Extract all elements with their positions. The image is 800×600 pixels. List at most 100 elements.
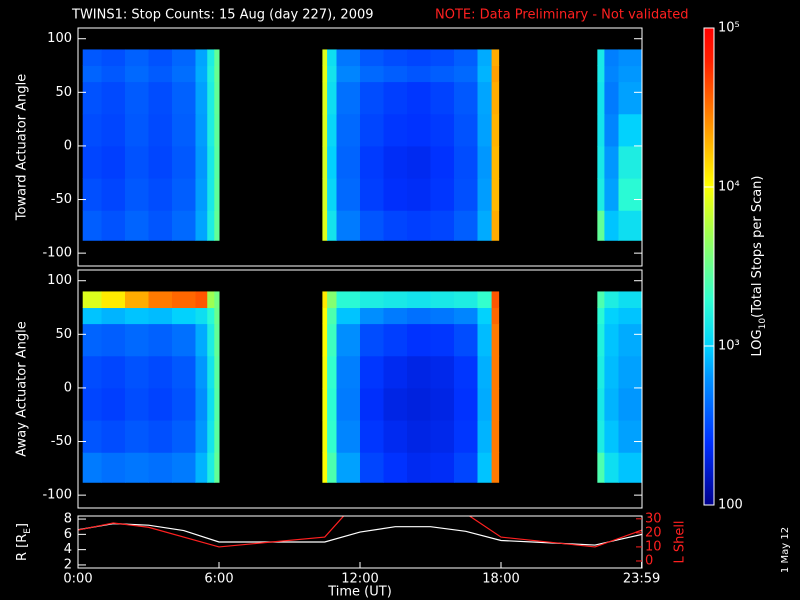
heatmap-cell xyxy=(360,307,384,325)
heatmap-cell xyxy=(618,323,642,357)
note: NOTE: Data Preliminary - Not validated xyxy=(435,8,689,23)
heatmap-cell xyxy=(207,81,215,115)
heatmap-cell xyxy=(207,113,215,147)
heatmap-cell xyxy=(360,291,384,309)
heatmap-cell xyxy=(82,49,102,67)
heatmap-cell xyxy=(430,145,455,179)
heatmap-cell xyxy=(597,452,605,483)
heatmap-cell xyxy=(125,323,149,357)
heatmap-cell xyxy=(327,387,337,421)
heatmap-cell xyxy=(454,355,478,389)
heatmap-cell xyxy=(148,49,173,67)
heatmap-cell xyxy=(477,81,493,115)
heatmap-cell xyxy=(477,113,493,147)
heatmap-cell xyxy=(327,307,337,325)
heatmap-cell xyxy=(360,323,384,357)
heatmap-cell xyxy=(430,355,455,389)
y-axis-label: R [RE] xyxy=(15,523,33,561)
heatmap-cell xyxy=(454,178,478,211)
label-part: R [R xyxy=(15,534,30,561)
heatmap-cell xyxy=(336,452,361,483)
heatmap-cell xyxy=(327,210,337,241)
heatmap-cell xyxy=(172,420,196,453)
heatmap-cell xyxy=(172,81,196,115)
line-series xyxy=(78,516,642,548)
y-tick-label: 0 xyxy=(64,380,72,395)
heatmap-cell xyxy=(195,210,208,241)
heatmap-cell xyxy=(597,81,605,115)
heatmap-cell xyxy=(125,291,149,309)
heatmap-cell xyxy=(148,210,173,241)
heatmap-cell xyxy=(195,387,208,421)
label-part: LOG xyxy=(750,329,765,356)
heatmap-cell xyxy=(336,113,361,147)
y2-tick-label: 0 xyxy=(645,553,653,568)
heatmap-cell xyxy=(207,145,215,179)
heatmap-cell xyxy=(407,291,431,309)
heatmap-cell xyxy=(125,307,149,325)
heatmap-cell xyxy=(82,145,102,179)
heatmap-cell xyxy=(618,145,642,179)
heatmap-cell xyxy=(195,65,208,83)
heatmap-cell xyxy=(597,355,605,389)
heatmap-cell xyxy=(604,113,619,147)
heatmap-cell xyxy=(336,81,361,115)
heatmap-cell xyxy=(430,178,455,211)
y-tick-label: 100 xyxy=(47,273,72,288)
heatmap-cell xyxy=(407,145,431,179)
heatmap-cell xyxy=(327,178,337,211)
heatmap-cell xyxy=(327,420,337,453)
heatmap-cell xyxy=(604,81,619,115)
heatmap-cell xyxy=(430,210,455,241)
heatmap-cell xyxy=(618,49,642,67)
heatmap-cell xyxy=(148,291,173,309)
x-tick-label: 6:00 xyxy=(204,572,233,587)
heatmap-cell xyxy=(407,81,431,115)
heatmap-cell xyxy=(454,210,478,241)
heatmap-cell xyxy=(604,210,619,241)
y-tick-label: -50 xyxy=(51,192,72,207)
heatmap-cell xyxy=(597,178,605,211)
heatmap-cell xyxy=(407,307,431,325)
heatmap-cell xyxy=(82,65,102,83)
heatmap-cell xyxy=(327,49,337,67)
heatmap-cell xyxy=(430,81,455,115)
heatmap-cell xyxy=(207,387,215,421)
heatmap-cell xyxy=(491,145,500,179)
y-tick-label: -50 xyxy=(51,434,72,449)
heatmap-cell xyxy=(336,291,361,309)
heatmap-cell xyxy=(491,355,500,389)
heatmap-cell xyxy=(360,210,384,241)
heatmap-cell xyxy=(195,113,208,147)
heatmap-cell xyxy=(82,178,102,211)
heatmap-cell xyxy=(214,387,220,421)
heatmap-cell xyxy=(383,420,408,453)
heatmap-cell xyxy=(101,145,126,179)
heatmap-cell xyxy=(172,113,196,147)
heatmap-cell xyxy=(101,307,126,325)
heatmap-cell xyxy=(618,178,642,211)
heatmap-cell xyxy=(454,307,478,325)
heatmap-cell xyxy=(597,65,605,83)
heatmap-cell xyxy=(618,291,642,309)
heatmap-cell xyxy=(383,387,408,421)
heatmap-cell xyxy=(125,49,149,67)
heatmap-cell xyxy=(327,145,337,179)
heatmap-cell xyxy=(383,291,408,309)
heatmap-cell xyxy=(101,113,126,147)
heatmap-cell xyxy=(407,65,431,83)
heatmap-cell xyxy=(604,387,619,421)
heatmap-cell xyxy=(491,323,500,357)
heatmap-cell xyxy=(360,355,384,389)
heatmap-cell xyxy=(125,65,149,83)
heatmap-cell xyxy=(214,81,220,115)
heatmap-cell xyxy=(195,81,208,115)
heatmap-cell xyxy=(430,307,455,325)
heatmap-cell xyxy=(195,49,208,67)
heatmap-cell xyxy=(477,178,493,211)
heatmap-cell xyxy=(322,145,328,179)
heatmap-cell xyxy=(618,387,642,421)
heatmap-cell xyxy=(604,355,619,389)
